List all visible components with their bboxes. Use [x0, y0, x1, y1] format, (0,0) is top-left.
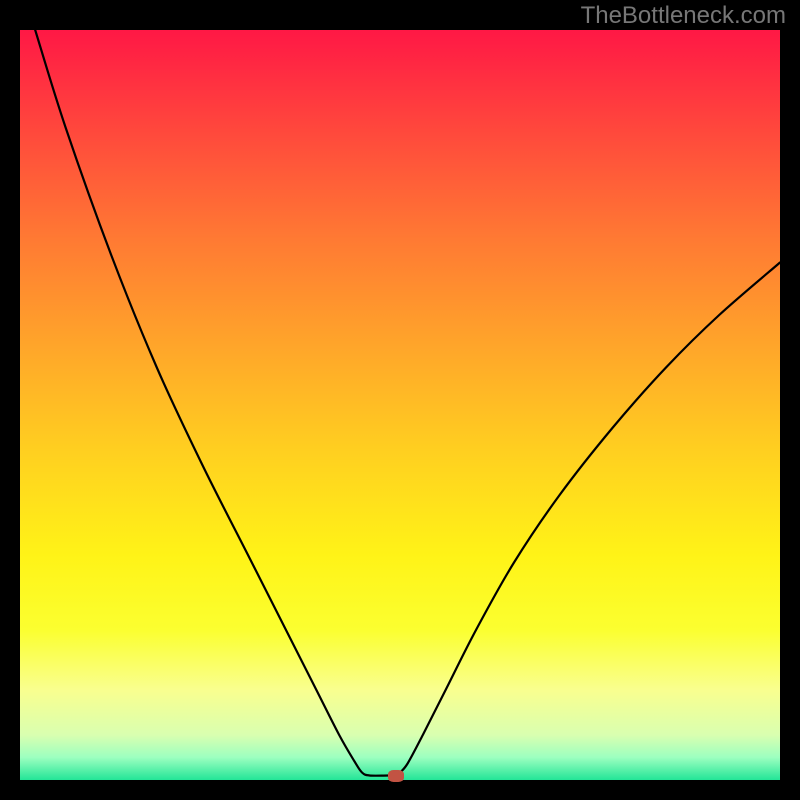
- watermark-text: TheBottleneck.com: [581, 2, 786, 30]
- plot-area: [20, 30, 780, 780]
- chart-frame: TheBottleneck.com: [0, 0, 800, 800]
- optimum-marker: [388, 770, 404, 782]
- bottleneck-curve: [20, 30, 780, 780]
